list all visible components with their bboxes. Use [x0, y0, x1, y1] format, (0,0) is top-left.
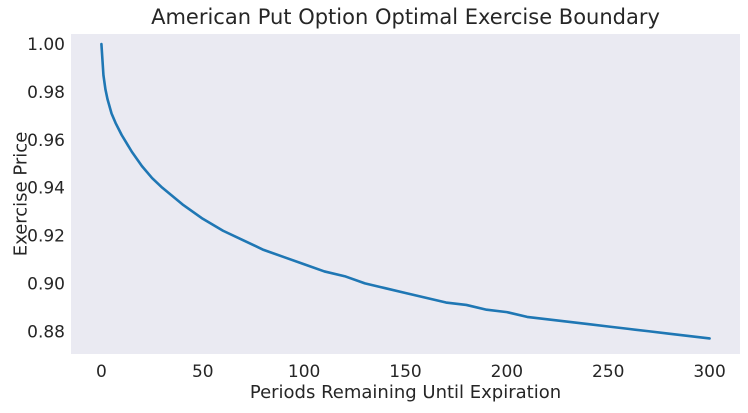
x-axis-label: Periods Remaining Until Expiration — [250, 382, 561, 403]
plot-area — [71, 34, 740, 354]
chart-title: American Put Option Optimal Exercise Bou… — [151, 5, 660, 29]
x-tick-label: 100 — [288, 362, 320, 382]
x-tick-label: 250 — [592, 362, 624, 382]
series-layer — [100, 42, 711, 340]
y-axis-label: Exercise Price — [10, 132, 31, 257]
y-tick-label: 0.92 — [27, 227, 65, 247]
x-tick-labels: 0 50 100 150 200 250 300 — [96, 362, 726, 382]
x-tick-label: 150 — [389, 362, 421, 382]
y-tick-labels: 0.88 0.90 0.92 0.94 0.96 0.98 1.00 — [27, 35, 65, 342]
y-tick-label: 0.90 — [27, 274, 65, 294]
x-tick-label: 300 — [693, 362, 725, 382]
x-tick-label: 50 — [192, 362, 214, 382]
series-line-0 — [100, 42, 711, 340]
y-tick-label: 0.98 — [27, 83, 65, 103]
y-tick-label: 0.88 — [27, 322, 65, 342]
y-tick-label: 1.00 — [27, 35, 65, 55]
y-tick-label: 0.96 — [27, 131, 65, 151]
x-tick-label: 0 — [96, 362, 107, 382]
x-tick-label: 200 — [491, 362, 523, 382]
y-tick-label: 0.94 — [27, 179, 65, 199]
